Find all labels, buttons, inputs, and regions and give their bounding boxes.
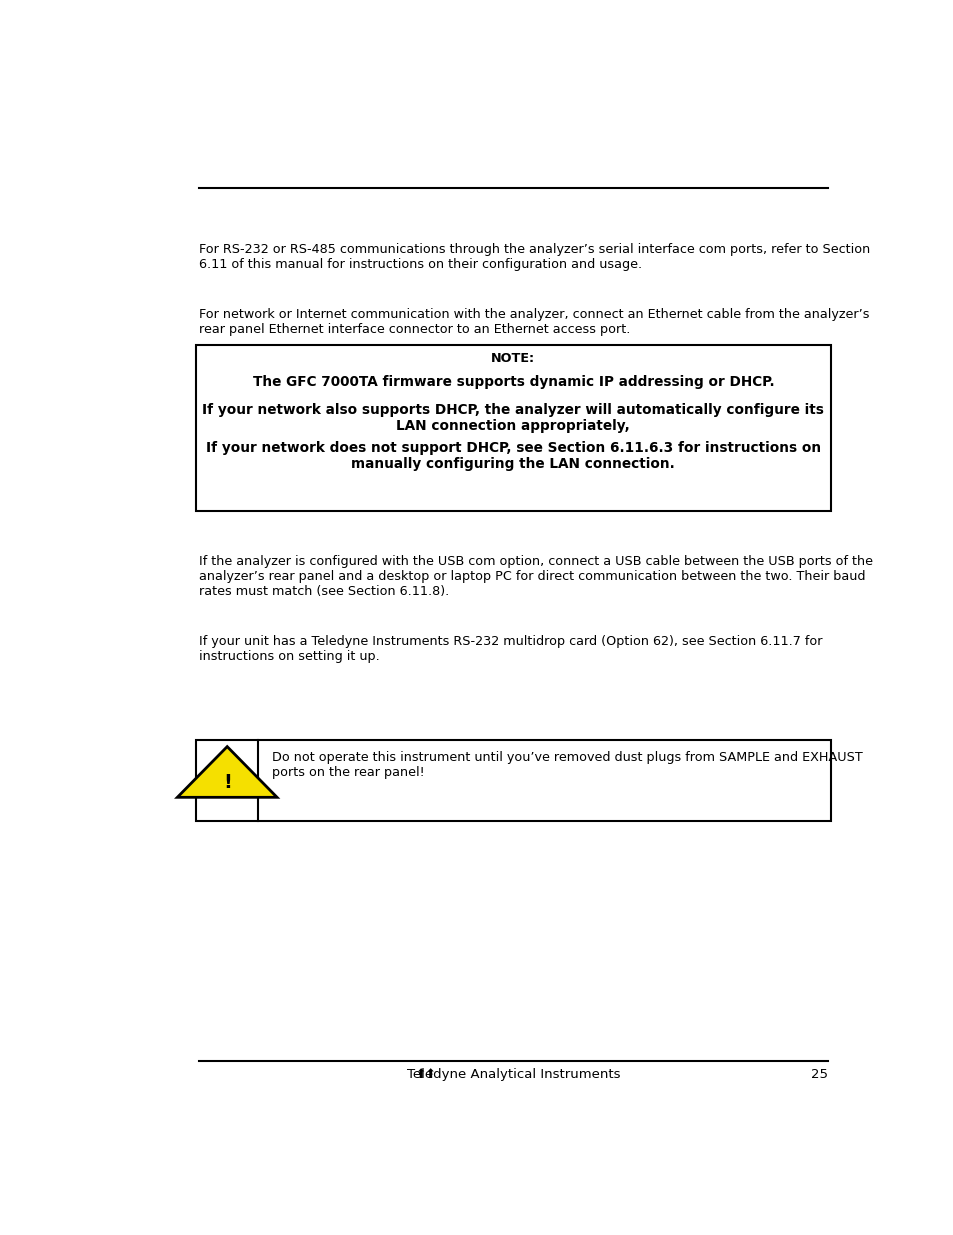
Text: If your network does not support DHCP, see Section 6.11.6.3 for instructions on
: If your network does not support DHCP, s… [206, 441, 820, 472]
Text: If your unit has a Teledyne Instruments RS-232 multidrop card (Option 62), see S: If your unit has a Teledyne Instruments … [199, 635, 821, 663]
Text: 25: 25 [810, 1068, 826, 1081]
Text: The GFC 7000TA firmware supports dynamic IP addressing or DHCP.: The GFC 7000TA firmware supports dynamic… [253, 374, 773, 389]
Text: For RS-232 or RS-485 communications through the analyzer’s serial interface com : For RS-232 or RS-485 communications thro… [199, 243, 869, 272]
Polygon shape [177, 747, 276, 798]
Text: ⬆⬆: ⬆⬆ [416, 1068, 436, 1081]
Text: !: ! [222, 773, 232, 792]
Text: If your network also supports DHCP, the analyzer will automatically configure it: If your network also supports DHCP, the … [202, 403, 823, 433]
Text: Do not operate this instrument until you’ve removed dust plugs from SAMPLE and E: Do not operate this instrument until you… [272, 751, 862, 779]
Bar [196, 740, 830, 821]
Text: NOTE:: NOTE: [491, 352, 535, 364]
Text: Teledyne Analytical Instruments: Teledyne Analytical Instruments [406, 1068, 619, 1081]
Bar [196, 345, 830, 511]
Text: If the analyzer is configured with the USB com option, connect a USB cable betwe: If the analyzer is configured with the U… [199, 556, 872, 598]
Text: For network or Internet communication with the analyzer, connect an Ethernet cab: For network or Internet communication wi… [199, 308, 869, 336]
